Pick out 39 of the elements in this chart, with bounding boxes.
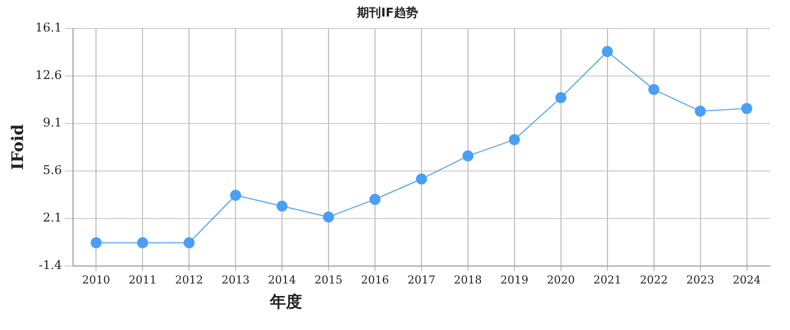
point [602,46,613,57]
point [694,106,706,117]
point [276,200,288,212]
x-tick-label: 2010 [82,273,110,286]
x-tick-label: 2013 [222,273,250,286]
point [184,237,195,248]
x-tick-label: 2012 [175,273,204,286]
x-tick-label: 2018 [454,273,482,286]
x-tick-label: 2021 [593,273,622,286]
y-axis-title: IFoid [8,124,27,170]
x-tick-label: 2022 [640,273,668,286]
x-tick-label: 2019 [500,273,528,286]
x-axis-title: 年度 [270,292,302,313]
point [230,190,242,201]
y-tick-label: -1.4 [38,258,62,272]
chart-title: 期刊IF趋势 [356,5,418,20]
x-tick-label: 2011 [128,273,157,286]
y-tick-label: 16.1 [35,20,62,35]
point [741,102,752,114]
point [323,211,334,222]
x-tick-label: 2020 [546,273,575,286]
point [508,134,520,146]
y-tick-label: 9.1 [42,115,62,130]
x-tick-label: 2016 [360,273,389,286]
x-tick-label: 2014 [268,273,296,286]
y-tick-label: 5.6 [42,162,62,177]
point [137,237,148,248]
point [90,237,102,248]
point [462,150,474,162]
y-tick-label: 12.6 [35,68,62,82]
point [648,84,660,95]
x-tick-label: 2015 [314,273,343,286]
point [369,194,380,205]
point [555,92,566,104]
x-tick-label: 2023 [686,273,714,286]
point [416,173,427,184]
x-tick-label: 2017 [407,273,436,286]
y-tick-label: 2.1 [42,210,62,224]
x-tick-label: 2024 [732,273,761,286]
